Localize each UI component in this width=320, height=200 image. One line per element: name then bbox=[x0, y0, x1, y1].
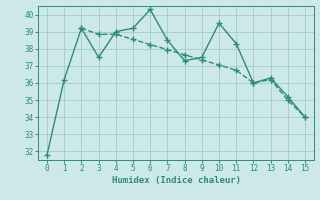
X-axis label: Humidex (Indice chaleur): Humidex (Indice chaleur) bbox=[111, 176, 241, 185]
